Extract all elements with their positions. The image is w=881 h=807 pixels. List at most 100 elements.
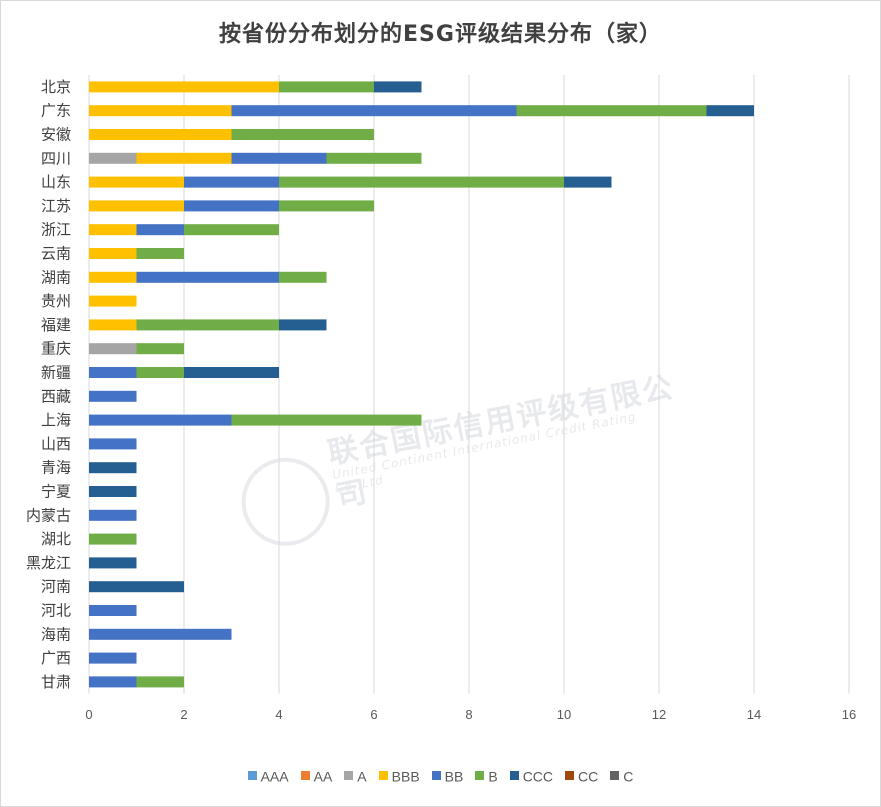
- legend-label: BBB: [391, 767, 420, 784]
- category-label: 浙江: [41, 221, 71, 239]
- legend-swatch: [300, 771, 310, 781]
- bar-segment-bb: [89, 367, 137, 378]
- category-label: 四川: [41, 149, 71, 167]
- bar-segment-bb: [184, 200, 279, 212]
- legend-item: AA: [300, 767, 333, 784]
- category-label: 安徽: [41, 126, 71, 144]
- bar-segment-ccc: [89, 557, 137, 569]
- gridlines: [88, 75, 850, 694]
- legend-label: CC: [578, 767, 599, 784]
- legend-item: BB: [431, 767, 464, 784]
- bar-segment-ccc: [564, 176, 612, 188]
- bar-segment-bb: [89, 652, 137, 664]
- bar-segment-bb: [89, 438, 137, 450]
- bar-segment-ccc: [374, 81, 422, 93]
- category-label: 贵州: [41, 292, 71, 310]
- legend-item: CC: [565, 767, 598, 784]
- category-label: 云南: [41, 245, 71, 263]
- bar-segment-b: [231, 414, 422, 426]
- chart-title: 按省份分布划分的ESG评级结果分布（家）: [219, 22, 662, 47]
- category-label: 内蒙古: [26, 506, 71, 524]
- legend-item: AAA: [247, 767, 289, 784]
- bar-segment-b: [136, 319, 279, 331]
- bar-segment-bb: [89, 676, 137, 688]
- bar-segment-bbb: [89, 319, 137, 331]
- bar-segment-bbb: [89, 248, 137, 259]
- bar-segment-b: [279, 271, 327, 283]
- bar-segment-b: [516, 105, 707, 117]
- category-label: 黑龙江: [26, 554, 71, 572]
- bar-segment-bb: [89, 390, 137, 402]
- category-label: 海南: [41, 625, 71, 643]
- category-label: 青海: [41, 459, 71, 477]
- bar-segment-b: [279, 200, 374, 212]
- category-label: 宁夏: [41, 483, 71, 501]
- bar-segment-bbb: [136, 152, 232, 164]
- bar-segment-bbb: [89, 271, 137, 283]
- category-label: 甘肃: [41, 673, 71, 691]
- category-label: 广西: [41, 649, 71, 667]
- legend-item: BBB: [378, 767, 420, 784]
- legend-label: AA: [313, 767, 333, 784]
- bar-segment-b: [231, 129, 374, 140]
- legend-item: B: [475, 767, 498, 784]
- bar-segment-b: [326, 152, 422, 164]
- category-label: 河北: [41, 602, 71, 620]
- category-label: 广东: [41, 102, 71, 120]
- bar-segment-bb: [89, 605, 137, 616]
- x-tick-label: 16: [842, 707, 856, 722]
- legend-label: CCC: [522, 767, 554, 784]
- bar-segment-bbb: [89, 295, 137, 307]
- legend-label: B: [488, 767, 498, 784]
- legend-label: BB: [444, 767, 464, 784]
- bar-segment-bb: [89, 628, 232, 640]
- category-label: 福建: [41, 316, 71, 334]
- bar-segment-bb: [184, 176, 279, 188]
- category-label: 河南: [41, 578, 71, 596]
- category-label: 湖南: [41, 268, 71, 286]
- bar-segment-b: [136, 343, 184, 355]
- bar-series: [89, 81, 754, 688]
- bar-segment-bbb: [89, 129, 232, 140]
- x-tick-label: 4: [275, 707, 282, 722]
- legend-swatch: [509, 771, 519, 781]
- bar-segment-bb: [136, 271, 279, 283]
- bar-segment-a: [89, 152, 137, 164]
- bar-segment-b: [136, 367, 184, 378]
- bar-segment-ccc: [184, 367, 279, 378]
- bar-segment-ccc: [89, 581, 184, 593]
- legend-swatch: [247, 771, 257, 781]
- category-label: 山东: [41, 173, 71, 191]
- x-tick-label: 8: [465, 707, 472, 722]
- bar-segment-b: [89, 533, 137, 545]
- legend: AAA AA A BBB BB B CCC CC C: [0, 766, 881, 784]
- bar-segment-bb: [89, 509, 137, 521]
- x-tick-label: 6: [370, 707, 377, 722]
- bar-segment-bbb: [89, 224, 137, 236]
- bar-segment-ccc: [279, 319, 327, 331]
- legend-item: C: [610, 767, 633, 784]
- bar-segment-bbb: [89, 176, 184, 188]
- bar-segment-ccc: [89, 462, 137, 474]
- bar-segment-bb: [231, 105, 517, 117]
- legend-swatch: [475, 771, 485, 781]
- bar-segment-ccc: [89, 486, 137, 497]
- bar-segment-b: [279, 81, 374, 93]
- legend-swatch: [378, 771, 388, 781]
- bar-segment-bb: [89, 414, 232, 426]
- category-label: 江苏: [41, 197, 71, 215]
- legend-label: AAA: [260, 767, 289, 784]
- x-axis-ticks: 0 2 4 6 8 10 12 14 16: [85, 707, 856, 722]
- legend-swatch: [344, 771, 354, 781]
- category-label: 湖北: [41, 530, 71, 548]
- legend-swatch: [610, 771, 620, 781]
- legend-swatch: [431, 771, 441, 781]
- bar-segment-b: [136, 248, 184, 259]
- x-tick-label: 2: [180, 707, 187, 722]
- legend-item: CCC: [509, 767, 554, 784]
- bar-segment-b: [279, 176, 564, 188]
- bar-chart: 北京广东安徽四川山东江苏浙江云南湖南贵州福建重庆新疆西藏上海山西青海宁夏内蒙古湖…: [26, 75, 856, 722]
- bar-segment-bb: [136, 224, 184, 236]
- category-label: 新疆: [41, 364, 71, 382]
- category-labels: 北京广东安徽四川山东江苏浙江云南湖南贵州福建重庆新疆西藏上海山西青海宁夏内蒙古湖…: [26, 78, 71, 691]
